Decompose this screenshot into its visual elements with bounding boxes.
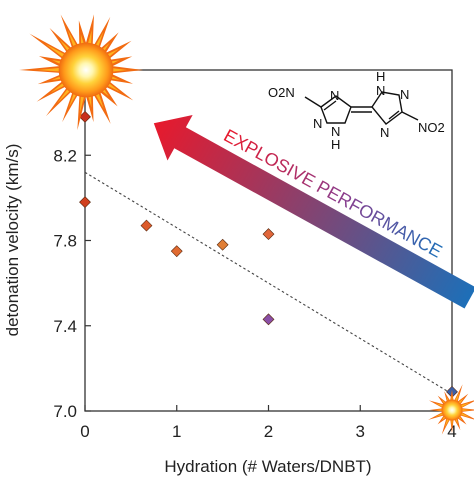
- x-axis-label: Hydration (# Waters/DNBT): [164, 457, 371, 476]
- right-ring-nh-h: H: [376, 69, 385, 84]
- left-ring-n-left: N: [313, 116, 322, 131]
- burst-core: [58, 42, 114, 98]
- molecule-structure: [304, 91, 419, 125]
- x-tick-label: 1: [172, 422, 181, 441]
- y-tick-label: 8.2: [53, 146, 77, 165]
- right-ring: [371, 91, 403, 125]
- x-tick-label: 0: [80, 422, 89, 441]
- data-point: [262, 228, 275, 241]
- left-nitro-bond: [304, 96, 322, 108]
- y-axis: 7.07.47.88.28: [53, 61, 91, 421]
- left-nitro-group: O2N: [268, 85, 295, 100]
- right-nitro-bond: [401, 111, 419, 121]
- right-ring-n-bottom: N: [380, 125, 389, 140]
- x-tick-label: 2: [264, 422, 273, 441]
- explosion-burst-icon: [19, 14, 144, 131]
- right-nitro-group: NO2: [418, 120, 445, 135]
- right-ring-double-bond: [388, 110, 400, 120]
- small-explosion-burst-icon: [428, 384, 474, 435]
- plot-frame: [84, 69, 453, 412]
- molecule-labels: O2N NO2 N N N H H N N N: [268, 69, 445, 152]
- data-point: [170, 245, 183, 258]
- trend-line: [84, 171, 453, 395]
- burst-core: [441, 399, 463, 421]
- performance-arrow-shape: [153, 115, 474, 309]
- data-point: [216, 238, 229, 251]
- left-ring-double-bond: [323, 100, 337, 111]
- right-ring-nh-n: N: [376, 83, 385, 98]
- y-tick-label: 7.8: [53, 232, 77, 251]
- left-ring-nh-h: H: [331, 137, 340, 152]
- x-tick-label: 3: [356, 422, 365, 441]
- right-ring-n-right: N: [400, 87, 409, 102]
- data-point: [79, 110, 91, 123]
- performance-arrow: EXPLOSIVE PERFORMANCE: [153, 115, 474, 309]
- data-point: [79, 196, 91, 209]
- y-tick-label: 7.0: [53, 402, 77, 421]
- data-point: [262, 313, 275, 326]
- y-axis-label: detonation velocity (km/s): [3, 144, 22, 337]
- left-ring-n-top: N: [330, 88, 339, 103]
- data-points: [79, 110, 458, 398]
- left-ring-nh-n: N: [331, 124, 340, 139]
- left-ring: [320, 95, 352, 124]
- y-tick-label: 7.4: [53, 317, 77, 336]
- data-point: [140, 219, 153, 232]
